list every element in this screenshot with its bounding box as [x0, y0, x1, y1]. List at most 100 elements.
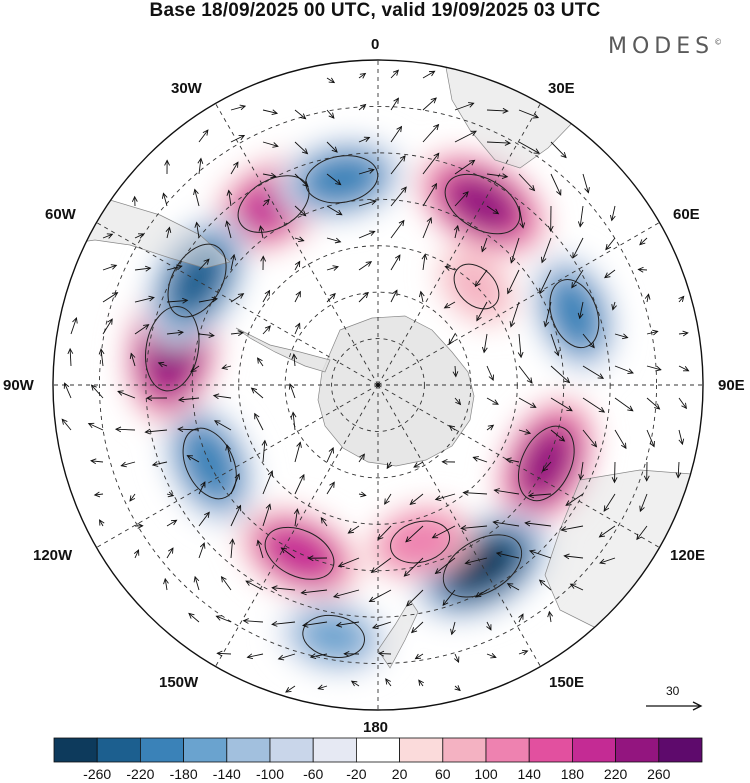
wind-vector	[134, 324, 149, 335]
wind-vector-head	[400, 186, 407, 193]
wind-vector-head	[556, 189, 562, 196]
wind-vector-head	[448, 425, 456, 431]
wind-vector-head	[111, 292, 119, 298]
wind-vector	[102, 318, 113, 335]
meridian-line	[96, 222, 379, 386]
anomaly-blob	[302, 615, 365, 658]
wind-vector-head	[90, 458, 97, 465]
wind-vector-head	[145, 395, 153, 401]
wind-vector-head	[502, 107, 509, 114]
wind-vector	[94, 493, 104, 496]
wind-vector	[187, 455, 200, 463]
wind-vector	[571, 269, 584, 288]
wind-vector-head	[300, 210, 307, 217]
wind-vector-head	[254, 412, 260, 420]
colorbar-tick-label: 260	[647, 766, 671, 782]
wind-vector	[320, 517, 328, 527]
anomaly-blob	[183, 428, 237, 499]
colorbar-tick-label: -20	[346, 766, 367, 782]
wind-vector-head	[405, 536, 412, 543]
wind-vector	[272, 621, 296, 625]
wind-vector-head	[538, 579, 546, 586]
wind-vector	[294, 261, 301, 271]
wind-vector	[678, 296, 685, 303]
wind-vector	[226, 444, 232, 463]
wind-vector-head	[486, 624, 492, 631]
wind-vector	[454, 102, 474, 111]
wind-vector-head	[519, 222, 526, 229]
wind-vector	[614, 429, 627, 449]
wind-vector	[358, 292, 369, 303]
wind-vector	[507, 269, 520, 294]
wind-vector-head	[242, 618, 249, 624]
wind-vector-head	[137, 523, 144, 529]
wind-vector-head	[591, 441, 598, 448]
wind-vector	[152, 461, 168, 466]
wind-vector	[646, 429, 655, 447]
wind-vector-head	[584, 187, 590, 194]
wind-vector-head	[413, 462, 420, 468]
wind-vector	[405, 525, 424, 543]
wind-vector-head	[539, 287, 545, 295]
wind-vector	[115, 428, 136, 431]
wind-vector-head	[229, 538, 236, 545]
wind-vector	[326, 293, 336, 303]
wind-vector	[518, 333, 522, 358]
wind-vector	[166, 227, 170, 239]
wind-vector	[194, 189, 200, 207]
wind-vector	[442, 589, 456, 606]
wind-vector-head	[384, 498, 390, 505]
wind-vector-head	[329, 481, 335, 488]
wind-vector	[390, 155, 406, 175]
colorbar-tick-label: -220	[126, 766, 155, 782]
wind-vector-head	[599, 558, 606, 565]
wind-vector	[102, 233, 113, 239]
wind-vector-head	[392, 69, 400, 76]
wind-vector	[411, 621, 424, 633]
wind-vector-head	[604, 272, 611, 279]
wind-vector	[564, 555, 584, 559]
wind-vector	[281, 547, 296, 559]
wind-vector-head	[434, 495, 442, 501]
wind-vector	[422, 153, 440, 175]
wind-vector	[326, 77, 335, 84]
wind-vector	[463, 492, 488, 495]
wind-vector	[257, 540, 264, 559]
wind-vector-head	[117, 390, 124, 396]
anomaly-blob	[390, 521, 450, 563]
wind-vector-head	[143, 324, 150, 330]
wind-vector	[418, 679, 424, 687]
meridian-line	[377, 103, 541, 386]
wind-vector	[422, 217, 432, 239]
wind-vector-head	[360, 103, 367, 110]
wind-vector-head	[239, 104, 247, 111]
wind-vector-head	[334, 237, 342, 244]
colorbar-tick-label: 220	[603, 766, 628, 782]
wind-vector	[639, 237, 648, 245]
wind-vector-head	[386, 462, 393, 470]
wind-vector	[166, 547, 174, 559]
wind-vector-head	[563, 553, 570, 560]
wind-vector-head	[365, 261, 373, 267]
wind-vector-head	[644, 293, 651, 300]
wind-vector	[158, 362, 168, 367]
wind-vector	[369, 589, 392, 602]
wind-vector	[166, 265, 182, 271]
wind-vector	[409, 493, 424, 505]
wind-vector-head	[421, 253, 428, 260]
wind-vector-head	[468, 102, 475, 108]
wind-vector	[390, 98, 399, 111]
wind-vector-head	[462, 191, 469, 198]
wind-vector-head	[295, 322, 301, 330]
wind-vector	[358, 73, 366, 79]
wind-vector	[196, 222, 200, 239]
wind-vector-head	[186, 455, 193, 461]
wind-vector-head	[524, 429, 532, 435]
wind-vector	[336, 621, 360, 626]
wind-vector-head	[257, 357, 263, 364]
wind-vector-head	[569, 583, 577, 589]
wind-vector-head	[678, 438, 685, 446]
wind-vector	[506, 458, 520, 463]
wind-vector-head	[225, 444, 231, 451]
wind-vector	[475, 269, 488, 287]
